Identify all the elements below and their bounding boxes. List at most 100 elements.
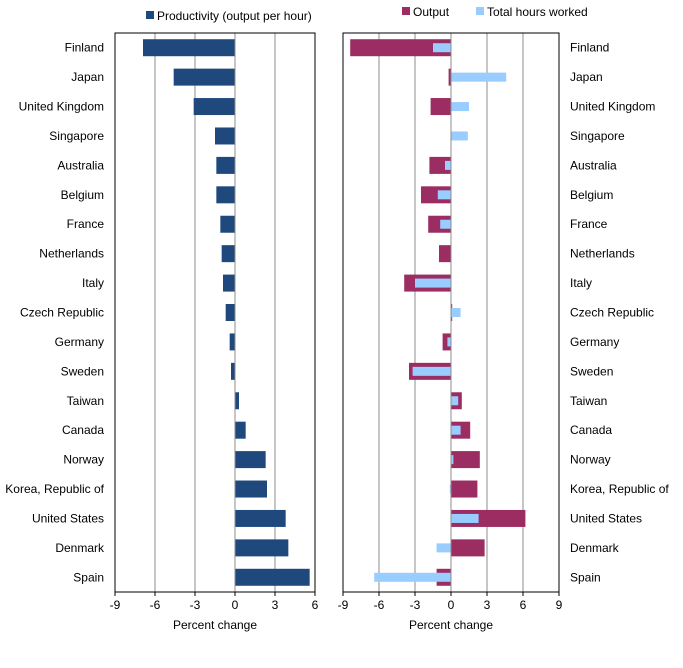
category-label-1-12: Taiwan (570, 394, 607, 408)
tick-label-1-5: 6 (520, 598, 527, 612)
tick-label-1-2: -3 (410, 598, 421, 612)
bar-hours-13 (451, 426, 461, 435)
bar-hours-16 (451, 514, 479, 523)
bar-productivity-17 (235, 539, 288, 556)
bar-productivity-12 (235, 392, 239, 409)
legend-swatch-productivity (146, 11, 154, 19)
bar-hours-6 (440, 220, 451, 229)
bar-productivity-15 (235, 481, 267, 498)
bar-hours-0 (433, 43, 451, 52)
tick-label-1-3: 0 (448, 598, 455, 612)
plot-frame-0 (115, 33, 315, 592)
category-label-1-2: United Kingdom (570, 100, 655, 114)
category-label-1-15: Korea, Republic of (570, 482, 669, 496)
category-label-0-9: Czech Republic (20, 306, 104, 320)
x-axis-title-1: Percent change (409, 618, 493, 632)
tick-label-1-1: -6 (374, 598, 385, 612)
category-label-0-18: Spain (73, 570, 104, 584)
bar-hours-12 (451, 396, 458, 405)
category-label-1-18: Spain (570, 570, 601, 584)
bar-hours-3 (451, 131, 468, 140)
bar-output-7 (439, 245, 451, 262)
legend-swatch-output (402, 7, 410, 15)
bar-hours-18 (374, 573, 451, 582)
bar-hours-5 (438, 190, 451, 199)
legend-label-output: Output (413, 5, 450, 19)
tick-label-0-4: 3 (272, 598, 279, 612)
category-label-1-6: France (570, 217, 608, 231)
category-label-1-1: Japan (570, 70, 603, 84)
tick-label-1-0: -9 (338, 598, 349, 612)
category-label-0-0: Finland (65, 41, 104, 55)
category-label-0-10: Germany (55, 335, 104, 349)
category-label-0-2: United Kingdom (19, 100, 104, 114)
bar-hours-11 (413, 367, 451, 376)
bar-output-14 (451, 451, 480, 468)
category-label-1-9: Czech Republic (570, 306, 654, 320)
bar-productivity-3 (215, 127, 235, 144)
category-label-1-0: Finland (570, 41, 609, 55)
category-label-0-6: France (67, 217, 105, 231)
bar-productivity-0 (143, 39, 235, 56)
category-label-1-5: Belgium (570, 188, 613, 202)
bar-productivity-5 (216, 186, 235, 203)
bar-productivity-4 (216, 157, 235, 174)
bar-hours-8 (415, 279, 451, 288)
bar-productivity-6 (220, 216, 235, 233)
category-label-0-16: United States (32, 511, 104, 525)
tick-label-1-6: 9 (556, 598, 563, 612)
category-label-1-8: Italy (570, 276, 592, 290)
category-label-0-3: Singapore (49, 129, 104, 143)
tick-label-0-3: 0 (232, 598, 239, 612)
category-label-0-5: Belgium (61, 188, 104, 202)
category-label-0-11: Sweden (61, 364, 104, 378)
category-label-1-14: Norway (570, 453, 611, 467)
bar-output-17 (451, 539, 485, 556)
x-axis-title-0: Percent change (173, 618, 257, 632)
tick-label-0-5: 6 (312, 598, 319, 612)
bar-productivity-14 (235, 451, 266, 468)
category-label-0-8: Italy (82, 276, 104, 290)
category-label-0-4: Australia (57, 158, 104, 172)
bar-productivity-2 (194, 98, 235, 115)
category-label-0-15: Korea, Republic of (5, 482, 104, 496)
bar-productivity-9 (226, 304, 235, 321)
bar-productivity-18 (235, 569, 310, 586)
legend-label-hours: Total hours worked (487, 5, 588, 19)
bar-hours-2 (451, 102, 469, 111)
category-label-0-1: Japan (71, 70, 104, 84)
category-label-1-4: Australia (570, 158, 617, 172)
category-label-1-16: United States (570, 511, 642, 525)
category-label-0-17: Denmark (55, 541, 105, 555)
bar-hours-10 (447, 337, 451, 346)
category-label-0-7: Netherlands (39, 247, 104, 261)
category-label-0-12: Taiwan (67, 394, 104, 408)
category-label-1-17: Denmark (570, 541, 620, 555)
category-label-1-3: Singapore (570, 129, 625, 143)
tick-label-1-4: 3 (484, 598, 491, 612)
bar-output-2 (431, 98, 451, 115)
category-label-1-11: Sweden (570, 364, 613, 378)
tick-label-0-2: -3 (190, 598, 201, 612)
bar-hours-9 (451, 308, 461, 317)
category-label-0-13: Canada (62, 423, 104, 437)
bar-productivity-11 (231, 363, 235, 380)
category-label-1-10: Germany (570, 335, 619, 349)
legend-label-productivity: Productivity (output per hour) (157, 9, 312, 23)
bar-productivity-8 (223, 275, 235, 292)
legend-swatch-hours (476, 7, 484, 15)
bar-productivity-16 (235, 510, 286, 527)
bar-productivity-7 (222, 245, 235, 262)
bar-hours-17 (437, 543, 451, 552)
bar-hours-4 (445, 161, 451, 170)
bar-productivity-10 (230, 333, 235, 350)
category-label-0-14: Norway (63, 453, 104, 467)
bar-output-15 (451, 481, 477, 498)
category-label-1-13: Canada (570, 423, 612, 437)
bar-productivity-13 (235, 422, 246, 439)
bar-hours-1 (451, 73, 506, 82)
bar-productivity-1 (174, 69, 235, 86)
category-label-1-7: Netherlands (570, 247, 635, 261)
